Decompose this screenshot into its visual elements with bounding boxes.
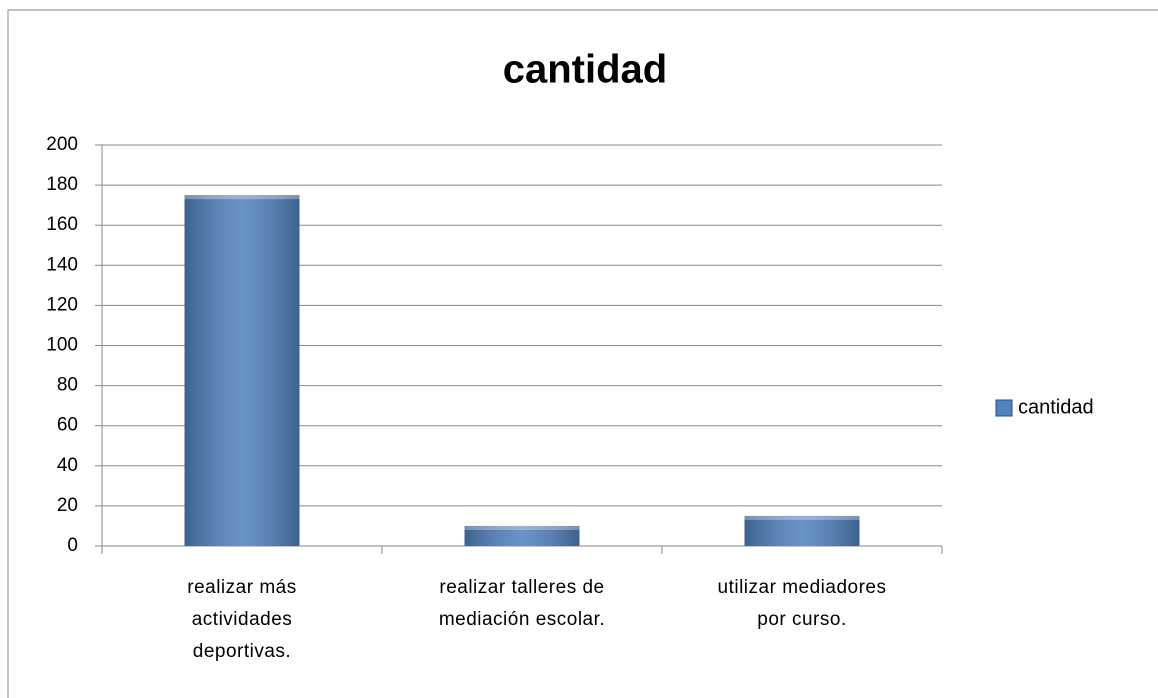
x-tick-label: realizar más actividades deportivas. [187,577,297,662]
chart-title: cantidad [503,48,667,92]
bar-cap [184,195,300,200]
bar-cap [464,525,580,530]
x-tick-label: realizar talleres de mediación escolar. [438,577,606,630]
y-tick-label: 100 [46,335,78,356]
legend-swatch [995,399,1013,417]
x-tick-label: utilizar mediadores por curso. [717,577,887,630]
y-tick-label: 200 [46,134,78,155]
bar-shade [184,195,300,546]
y-tick-label: 40 [57,455,78,476]
y-tick-label: 20 [57,495,78,516]
y-tick-label: 140 [46,254,78,275]
y-tick-label: 0 [67,535,78,556]
bar-cap [744,515,860,520]
legend-label: cantidad [1018,396,1094,418]
bar-shade [464,525,580,546]
y-tick-label: 80 [57,375,78,396]
bar-shade [744,515,860,546]
y-tick-label: 180 [46,174,78,195]
y-tick-label: 60 [57,415,78,436]
y-tick-label: 160 [46,214,78,235]
y-tick-label: 120 [46,294,78,315]
